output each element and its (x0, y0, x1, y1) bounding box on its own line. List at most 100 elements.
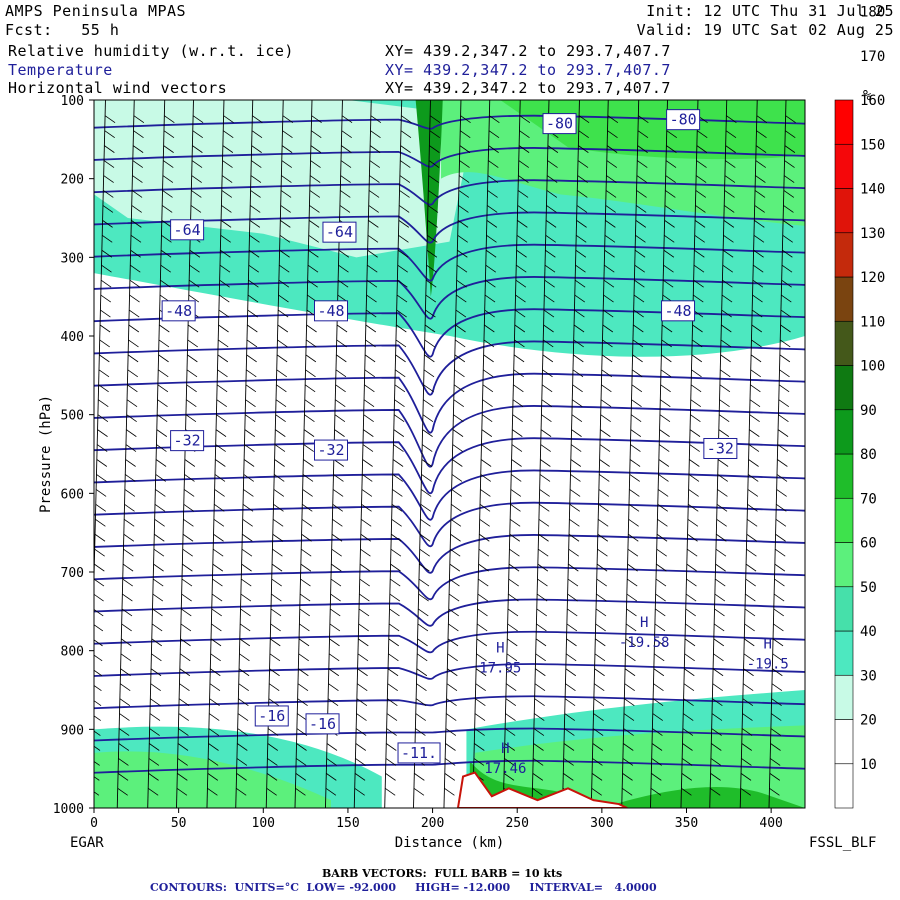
wind-barb-flag (311, 130, 322, 139)
wind-barb-flag (208, 728, 220, 736)
wind-barb-flag (302, 474, 314, 482)
wind-barb-flag (447, 638, 459, 647)
wind-barb-flag (532, 758, 544, 766)
y-tick-label: 300 (61, 251, 84, 266)
wind-barb-flag (368, 205, 379, 213)
wind-barb-flag (567, 593, 578, 602)
wind-barb-flag (690, 399, 701, 408)
wind-barb-flag (755, 160, 766, 168)
wind-barb-flag (392, 459, 404, 467)
wind-barb-flag (157, 399, 168, 408)
wind-barb-flag (600, 399, 612, 408)
wind-barb-flag (447, 653, 458, 662)
wind-barb-flag (484, 309, 495, 318)
wind-barb-flag (178, 728, 189, 736)
wind-barb-flag (773, 593, 785, 602)
wind-barb-flag (309, 175, 321, 183)
wind-barb-flag (537, 563, 549, 572)
wind-barb-flag (295, 788, 306, 796)
wind-barb-flag (235, 788, 247, 796)
wind-barb-flag (363, 429, 374, 437)
wind-barb-flag (544, 264, 556, 273)
wind-barb-flag (685, 623, 696, 632)
wind-barb-flag (665, 175, 676, 183)
wind-barb-flag (281, 175, 292, 183)
isotherm-line (94, 630, 805, 654)
wind-barb-flag (713, 623, 725, 632)
wind-barb-flag (128, 309, 140, 318)
wind-barb-flag (771, 698, 782, 706)
wind-barb-flag (745, 563, 757, 572)
colorbar-level-label: 50 (860, 580, 877, 596)
wind-barb-flag (460, 115, 471, 124)
wind-barb-flag (628, 504, 640, 512)
wind-barb-flag (297, 698, 308, 706)
wind-barb-flag (102, 205, 114, 213)
wind-barb-flag (778, 414, 789, 422)
wind-barb-flag (303, 459, 314, 467)
wind-barb-flag (660, 384, 671, 393)
wind-barb-flag (151, 653, 162, 662)
wind-barb-flag (238, 698, 249, 706)
wind-barb-flag (505, 698, 517, 706)
wind-barb-flag (564, 713, 575, 721)
wind-barb-flag (633, 294, 645, 303)
rh-lower-left-moist (94, 751, 331, 808)
plot-area (94, 100, 805, 808)
wind-barb-flag (712, 683, 723, 692)
wind-barb-flag (724, 175, 736, 183)
wind-barb-flag (192, 115, 204, 124)
wind-barb-shaft (235, 100, 254, 808)
wind-barb-flag (627, 563, 638, 572)
wind-barb-flag (125, 444, 137, 452)
wind-barb-flag (397, 249, 409, 258)
wind-barb-flag (630, 429, 642, 437)
wind-barb-flag (163, 145, 174, 153)
wind-barb-flag (417, 623, 429, 632)
wind-barb-flag (690, 414, 701, 422)
wind-barb-flag (752, 279, 764, 288)
wind-barb-flag (361, 504, 372, 512)
wind-barb-flag (651, 773, 662, 781)
wind-barb-flag (152, 593, 164, 602)
wind-barb-flag (473, 758, 485, 766)
wind-barb-flag (592, 758, 603, 766)
wind-barb-flag (123, 518, 135, 527)
wind-barb-flag (122, 563, 134, 572)
wind-barb-flag (308, 220, 320, 228)
wind-barb-flag (386, 728, 397, 736)
wind-barb-shaft (621, 100, 640, 808)
wind-barb-flag (188, 279, 200, 288)
wind-barb-flag (638, 115, 649, 124)
wind-barb-flag (485, 249, 497, 258)
wind-barb-flag (326, 743, 338, 751)
wind-barb-flag (719, 399, 730, 408)
contour-label: -64 (174, 221, 201, 239)
x-tick-label: 400 (759, 816, 782, 831)
wind-barb-flag (715, 548, 727, 557)
wind-barb-flag (158, 354, 169, 363)
field-xy-temperature: XY= 439.2,347.2 to 293.7,407.7 (385, 61, 671, 79)
wind-barb-flag (504, 758, 515, 766)
wind-barb-flag (454, 354, 466, 363)
wind-barb-flag (236, 773, 247, 781)
wind-barb-flag (695, 175, 707, 183)
wind-barb-shaft (176, 100, 194, 808)
wind-barb-flag (94, 745, 101, 751)
wind-barb-flag (745, 593, 756, 602)
wind-barb-flag (154, 504, 166, 512)
wind-barb-flag (362, 444, 374, 452)
wind-barb-flag (330, 593, 341, 602)
wind-barb-flag (222, 130, 234, 139)
wind-barb-flag (447, 668, 458, 677)
wind-barb-flag (414, 773, 425, 781)
wind-barb-flag (628, 533, 639, 542)
wind-barb-flag (772, 653, 783, 662)
wind-barb-flag (783, 190, 795, 198)
wind-barb-flag (387, 683, 398, 692)
wind-barb-flag (546, 175, 558, 183)
wind-barb-flag (220, 220, 232, 228)
wind-barb-flag (243, 489, 254, 497)
wind-barb-flag (358, 638, 369, 647)
